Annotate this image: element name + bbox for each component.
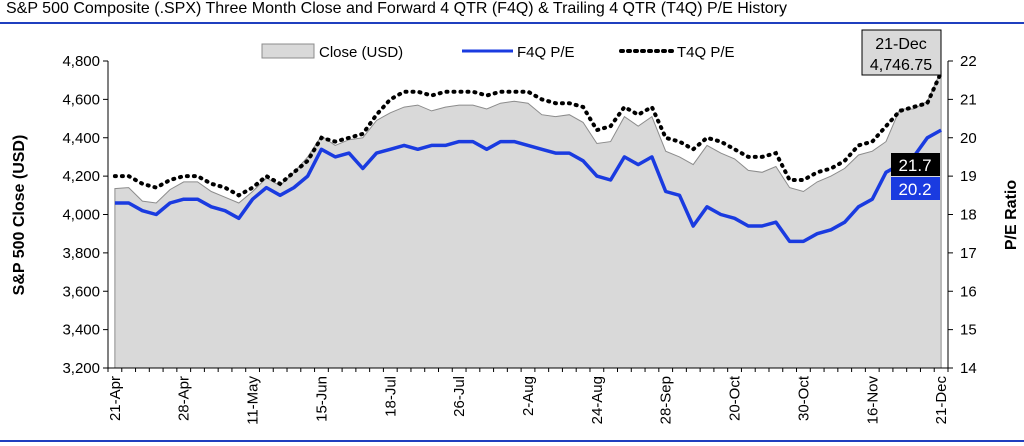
x-tick-label: 16-Nov <box>864 376 881 425</box>
callout-f4q-value: 20.2 <box>898 180 931 199</box>
legend-f4q-label: F4Q P/E <box>517 44 575 61</box>
y-axis-title: S&P 500 Close (USD) <box>11 135 28 296</box>
y-tick-label: 4,200 <box>62 168 100 185</box>
y2-axis-title: P/E Ratio <box>1003 180 1020 250</box>
y-tick-label: 4,800 <box>62 53 100 70</box>
bottom-rule <box>0 440 1024 442</box>
y2-tick-label: 20 <box>960 130 977 147</box>
y-tick-label: 3,200 <box>62 360 100 377</box>
x-tick-label: 26-Jul <box>451 376 468 417</box>
x-tick-label: 11-May <box>245 376 262 425</box>
f4q-line <box>114 128 942 244</box>
x-tick-label: 21-Apr <box>107 376 124 421</box>
legend-close-swatch <box>261 43 315 59</box>
y2-tick-label: 17 <box>960 245 977 262</box>
chart-title: S&P 500 Composite (.SPX) Three Month Clo… <box>6 0 787 17</box>
x-tick-label: 24-Aug <box>589 376 606 424</box>
x-tick-label: 2-Aug <box>520 376 537 416</box>
y2-tick-label: 22 <box>960 53 977 70</box>
y2-tick-label: 14 <box>960 360 977 377</box>
x-tick-label: 20-Oct <box>727 375 744 421</box>
legend-close-label: Close (USD) <box>319 44 403 61</box>
y2-tick-label: 18 <box>960 207 977 224</box>
t4q-line <box>112 70 944 198</box>
y-tick-label: 4,000 <box>62 207 100 224</box>
x-tick-label: 18-Jul <box>382 376 399 417</box>
title-rule <box>0 22 1024 24</box>
y2-tick-label: 19 <box>960 168 977 185</box>
y-tick-label: 4,400 <box>62 130 100 147</box>
x-tick-label: 28-Apr <box>176 376 193 421</box>
close-area <box>114 70 942 369</box>
callout-date: 21-Dec <box>875 36 927 53</box>
y2-tick-label: 16 <box>960 283 977 300</box>
x-tick-label: 28-Sep <box>658 376 675 424</box>
y-tick-label: 4,600 <box>62 91 100 108</box>
x-tick-label: 30-Oct <box>795 375 812 421</box>
y-tick-label: 3,400 <box>62 322 100 339</box>
callout-t4q-box <box>891 153 940 176</box>
legend-t4q-label: T4Q P/E <box>677 44 735 61</box>
x-tick-label: 15-Jun <box>313 376 330 422</box>
callout-close-box <box>861 29 942 76</box>
y-tick-label: 3,600 <box>62 283 100 300</box>
y2-tick-label: 21 <box>960 91 977 108</box>
y2-tick-label: 15 <box>960 322 977 339</box>
y-tick-label: 3,800 <box>62 245 100 262</box>
x-tick-label: 21-Dec <box>933 376 950 425</box>
callout-f4q-box <box>891 177 940 200</box>
callout-close-value: 4,746.75 <box>870 57 932 74</box>
callout-t4q-value: 21.7 <box>898 156 931 175</box>
